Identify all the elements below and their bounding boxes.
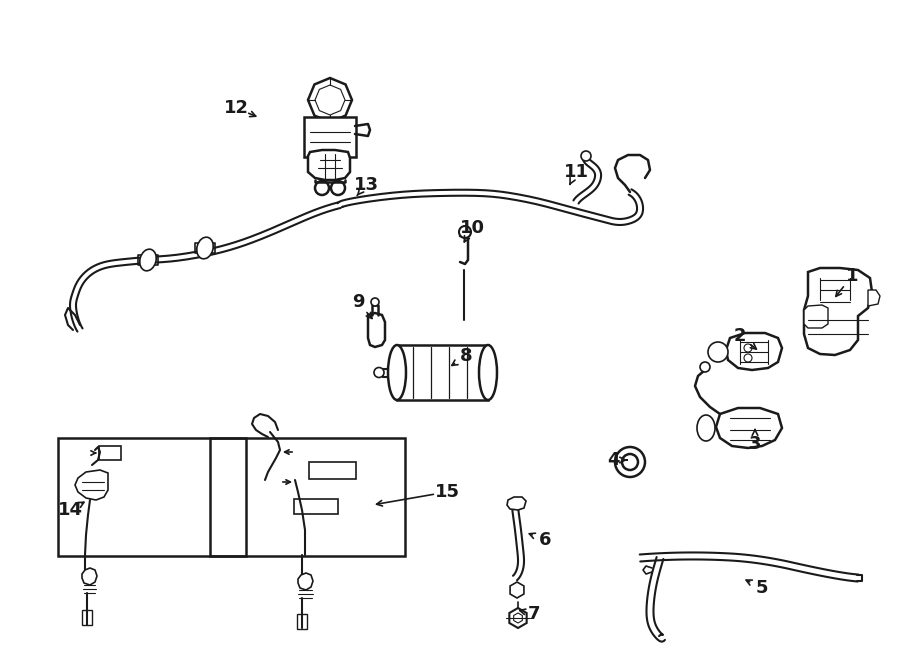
Text: 3: 3: [749, 435, 761, 453]
Ellipse shape: [479, 345, 497, 400]
Circle shape: [315, 181, 329, 195]
Text: 10: 10: [460, 219, 484, 237]
Ellipse shape: [697, 415, 715, 441]
Polygon shape: [308, 150, 350, 180]
Circle shape: [615, 447, 645, 477]
Text: 2: 2: [734, 327, 746, 345]
Text: 8: 8: [460, 347, 473, 365]
Polygon shape: [868, 290, 880, 306]
Text: 11: 11: [563, 163, 589, 181]
Text: 15: 15: [435, 483, 460, 501]
Circle shape: [459, 226, 471, 238]
Text: 9: 9: [352, 293, 365, 311]
FancyBboxPatch shape: [309, 462, 356, 479]
FancyBboxPatch shape: [99, 446, 121, 460]
Circle shape: [700, 362, 710, 372]
FancyBboxPatch shape: [304, 117, 356, 157]
Polygon shape: [507, 497, 526, 510]
Bar: [297, 614, 307, 629]
Polygon shape: [75, 470, 108, 500]
Polygon shape: [726, 333, 782, 370]
Bar: [58, 438, 246, 556]
Text: 4: 4: [607, 451, 619, 469]
Bar: [82, 610, 92, 625]
Polygon shape: [308, 78, 352, 122]
Text: 12: 12: [223, 99, 248, 117]
Polygon shape: [804, 305, 828, 328]
Polygon shape: [716, 408, 782, 448]
Ellipse shape: [388, 345, 406, 400]
Text: 5: 5: [756, 579, 769, 597]
Text: 14: 14: [58, 501, 83, 519]
Polygon shape: [82, 568, 97, 585]
Circle shape: [622, 454, 638, 470]
Polygon shape: [509, 608, 526, 628]
Ellipse shape: [197, 237, 213, 259]
Ellipse shape: [140, 249, 157, 271]
Bar: [210, 438, 405, 556]
Polygon shape: [510, 582, 524, 598]
Polygon shape: [804, 268, 872, 355]
Circle shape: [331, 181, 345, 195]
FancyBboxPatch shape: [294, 499, 338, 514]
FancyBboxPatch shape: [397, 345, 488, 400]
Circle shape: [581, 151, 591, 161]
Circle shape: [374, 368, 384, 377]
Polygon shape: [368, 313, 385, 347]
Circle shape: [708, 342, 728, 362]
Text: 7: 7: [527, 605, 540, 623]
Text: 13: 13: [354, 176, 379, 194]
Text: 6: 6: [539, 531, 551, 549]
Polygon shape: [298, 573, 313, 590]
Text: 1: 1: [846, 267, 859, 285]
Circle shape: [371, 298, 379, 306]
